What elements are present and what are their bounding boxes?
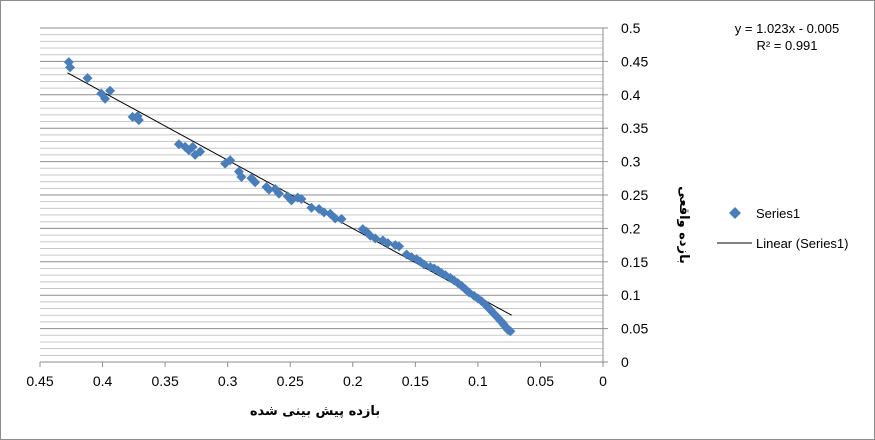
x-tick-label: 0.05	[527, 373, 554, 389]
x-tick-label: 0.4	[93, 373, 113, 389]
y-tick-labels: 0 0.05 0.1 0.15 0.2 0.25 0.3 0.35 0.4 0.45 0.5	[621, 20, 648, 370]
y-tick-label: 0.5	[621, 20, 641, 36]
y-tick-label: 0.25	[621, 187, 648, 203]
data-point	[306, 202, 317, 213]
legend-trendline-label: Linear (Series1)	[756, 236, 849, 251]
series-points	[63, 57, 516, 337]
data-point	[65, 62, 76, 73]
data-point	[505, 326, 516, 337]
gridlines	[40, 27, 603, 363]
legend: Series1 Linear (Series1)	[717, 206, 849, 251]
data-point	[273, 188, 284, 199]
data-point	[105, 85, 116, 96]
data-point	[263, 184, 274, 195]
x-tick-label: 0.15	[402, 373, 429, 389]
x-tick-labels: 0.45 0.4 0.35 0.3 0.25 0.2 0.15 0.1 0.05 0	[26, 373, 607, 389]
data-point	[336, 214, 347, 225]
data-point	[195, 146, 206, 157]
x-tick-label: 0.35	[151, 373, 178, 389]
data-point	[330, 213, 341, 224]
y-tick-label: 0.05	[621, 321, 648, 337]
y-axis-label: بازده واقعی	[676, 186, 691, 264]
x-tick-label: 0.3	[218, 373, 238, 389]
y-tick-label: 0	[621, 354, 629, 370]
data-point	[370, 233, 381, 244]
y-tick-label: 0.3	[621, 154, 641, 170]
data-point	[236, 171, 247, 182]
data-point	[394, 241, 405, 252]
x-tick-label: 0.25	[277, 373, 304, 389]
trendline-equation: y = 1.023x - 0.005	[735, 21, 839, 36]
y-tick-label: 0.2	[621, 220, 641, 236]
data-point	[250, 177, 261, 188]
data-point	[132, 111, 143, 122]
data-point	[187, 141, 198, 152]
y-tick-label: 0.4	[621, 87, 641, 103]
y-tick-label: 0.45	[621, 53, 648, 69]
x-tick-label: 0	[599, 373, 607, 389]
data-point	[100, 93, 111, 104]
x-axis-label: بازده پیش بینی شده	[250, 404, 380, 419]
x-tick-label: 0.2	[343, 373, 363, 389]
trendline-r-squared: R² = 0.991	[756, 38, 817, 53]
data-point	[382, 238, 393, 249]
data-point	[225, 155, 236, 166]
x-tick-label: 0.1	[468, 373, 488, 389]
data-point	[82, 73, 93, 84]
y-tick-label: 0.35	[621, 120, 648, 136]
y-tick-label: 0.1	[621, 287, 641, 303]
axes	[39, 27, 608, 367]
y-tick-label: 0.15	[621, 254, 648, 270]
legend-series1-label: Series1	[756, 206, 800, 221]
data-point	[296, 194, 307, 205]
legend-series1-marker	[729, 207, 741, 219]
x-tick-label: 0.45	[26, 373, 53, 389]
